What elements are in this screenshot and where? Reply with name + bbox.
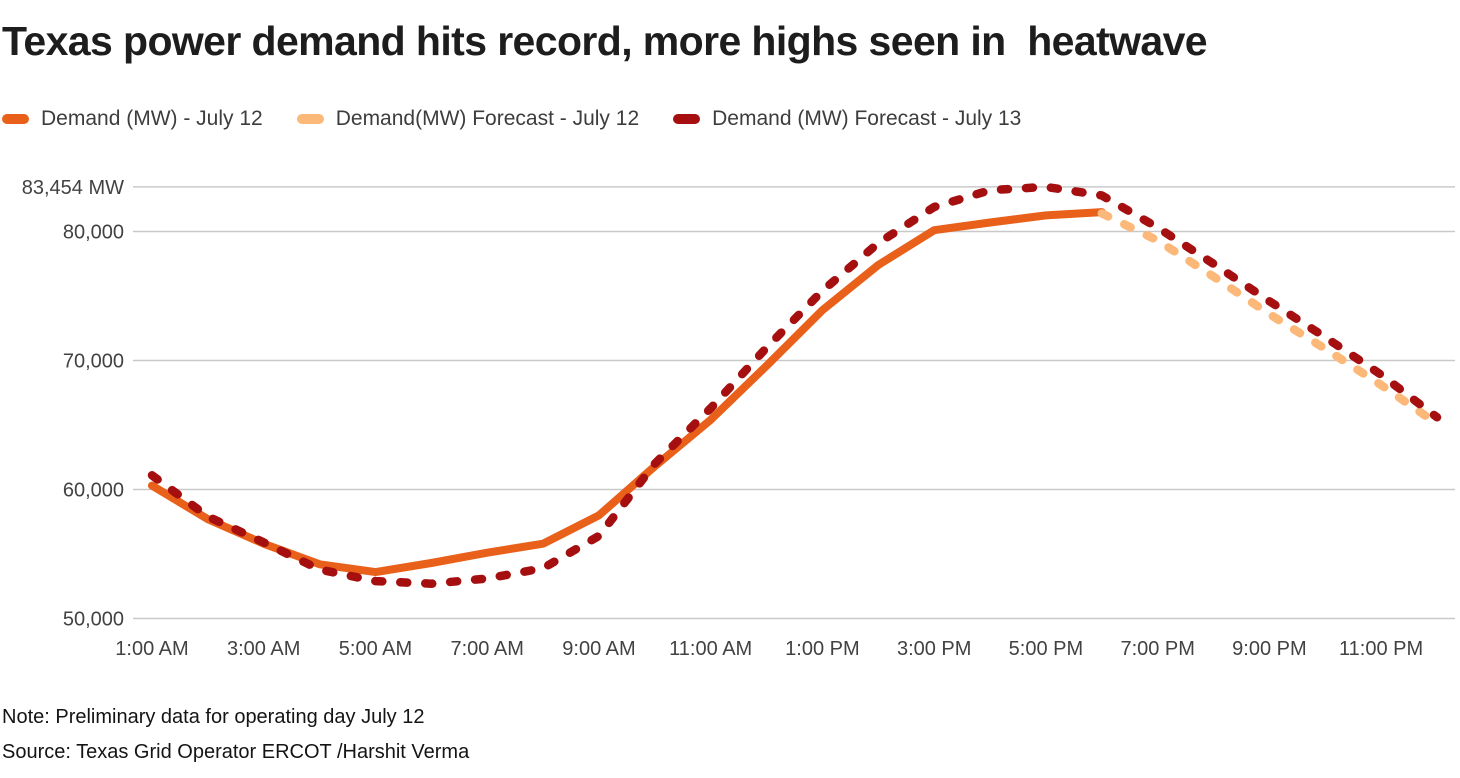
- legend-label: Demand (MW) - July 12: [41, 107, 263, 130]
- legend-swatch-dashed-darkred: [673, 114, 701, 124]
- legend-item-forecast-july12: Demand(MW) Forecast - July 12: [296, 107, 640, 131]
- x-axis-tick-label: 11:00 AM: [669, 638, 752, 660]
- legend-item-forecast-july13: Demand (MW) Forecast - July 13: [673, 107, 1021, 131]
- y-axis-tick-label: 50,000: [63, 609, 124, 631]
- legend-label: Demand (MW) Forecast - July 13: [712, 107, 1022, 130]
- series-line-0: [148, 208, 1106, 577]
- x-axis-tick-label: 3:00 PM: [897, 638, 971, 660]
- x-axis-tick-label: 5:00 AM: [339, 638, 412, 660]
- x-axis-tick-label: 1:00 PM: [785, 638, 859, 660]
- legend-item-demand-july12: Demand (MW) - July 12: [2, 107, 263, 131]
- series-line-1: [1097, 209, 1442, 428]
- x-axis-tick-label: 7:00 AM: [451, 638, 524, 660]
- legend-label: Demand(MW) Forecast - July 12: [335, 107, 640, 130]
- chart-legend: Demand (MW) - July 12 Demand(MW) Forecas…: [2, 104, 1021, 134]
- legend-swatch-dashed-peach: [296, 114, 324, 124]
- y-axis-tick-label: 70,000: [63, 351, 124, 373]
- demand-line-chart: 83,454 MW 80,000 70,000 60,000 50,000 1:00 AM…: [22, 177, 1455, 660]
- chart-source: Source: Texas Grid Operator ERCOT /Harsh…: [2, 741, 470, 763]
- y-axis-tick-label: 60,000: [63, 480, 124, 502]
- x-axis-tick-label: 9:00 AM: [562, 638, 635, 660]
- chart-note: Note: Preliminary data for operating day…: [2, 706, 425, 728]
- page-title: Texas power demand hits record, more hig…: [2, 18, 1208, 64]
- x-axis-tick-label: 9:00 PM: [1232, 638, 1306, 660]
- x-axis-tick-label: 7:00 PM: [1120, 638, 1194, 660]
- x-axis-tick-label: 5:00 PM: [1009, 638, 1083, 660]
- x-axis-tick-label: 3:00 AM: [227, 638, 300, 660]
- series-line-2: [147, 182, 1442, 588]
- y-axis-tick-label: 83,454 MW: [22, 177, 124, 199]
- x-axis-tick-label: 1:00 AM: [115, 638, 188, 660]
- legend-swatch-solid-orange: [2, 114, 29, 124]
- x-axis-tick-label: 11:00 PM: [1339, 638, 1423, 660]
- y-axis-tick-label: 80,000: [63, 222, 124, 244]
